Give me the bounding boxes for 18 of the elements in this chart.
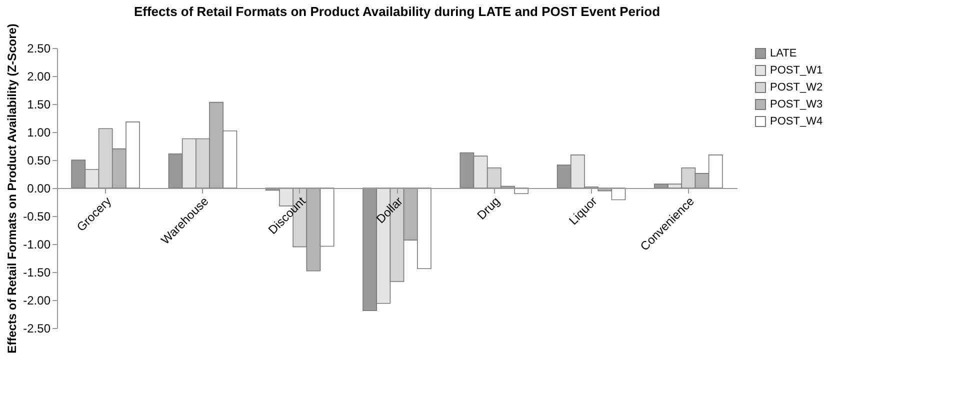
y-axis-title: Effects of Retail Formats on Product Availability (Z-Score) (5, 24, 20, 354)
y-tick-label: 1.50 (27, 98, 51, 112)
legend-label: POST_W1 (770, 64, 823, 76)
y-tick-label: 0.00 (27, 182, 51, 196)
legend-label: LATE (770, 48, 797, 60)
legend-label: POST_W4 (770, 116, 823, 128)
legend-label: POST_W2 (770, 82, 823, 94)
y-tick-label: -0.50 (23, 210, 51, 224)
y-tick-label: 2.50 (27, 42, 51, 56)
y-tick-label: -1.00 (23, 238, 51, 252)
y-tick-label: -1.50 (23, 266, 51, 280)
y-tick-label: 0.50 (27, 154, 51, 168)
legend-label: POST_W3 (770, 98, 823, 110)
chart-title: Effects of Retail Formats on Product Availability during LATE and POST Event Period (134, 4, 660, 19)
y-tick-label: -2.50 (23, 322, 51, 336)
y-tick-label: -2.00 (23, 294, 51, 308)
y-tick-label: 2.00 (27, 70, 51, 84)
y-tick-label: 1.00 (27, 126, 51, 140)
